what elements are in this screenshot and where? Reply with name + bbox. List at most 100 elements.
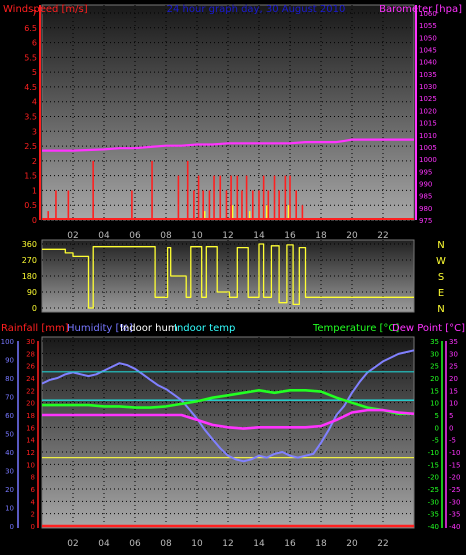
wind-x-tick-label: 18	[315, 231, 327, 241]
barometer-tick-label: 1005	[419, 144, 437, 152]
rain-tick-label: 0	[31, 523, 35, 531]
humidity-tick-label: 20	[5, 486, 14, 494]
direction-tick-label: 270	[22, 256, 37, 265]
weather-x-tick-label: 18	[315, 539, 327, 549]
humidity-tick-label: 100	[1, 338, 14, 346]
rain-tick-label: 30	[26, 338, 35, 346]
temperature-tick-label: -10	[428, 449, 439, 457]
weather-x-tick-label: 16	[284, 539, 296, 549]
temperature-tick-label: -5	[432, 437, 439, 445]
rain-tick-label: 14	[26, 437, 35, 445]
barometer-tick-label: 975	[419, 217, 432, 225]
rain-tick-label: 2	[31, 511, 35, 519]
barometer-tick-label: 1045	[419, 47, 437, 55]
barometer-tick-label: 1055	[419, 22, 437, 30]
weather-panel	[41, 336, 415, 529]
barometer-tick-label: 1040	[419, 59, 437, 67]
dewpoint-tick-label: -10	[449, 449, 460, 457]
rain-tick-label: 16	[26, 424, 35, 432]
barometer-tick-label: 1060	[419, 10, 437, 18]
humidity-tick-label: 30	[5, 468, 14, 476]
barometer-tick-label: 980	[419, 205, 432, 213]
wind-tick-label: 3	[32, 127, 37, 136]
humidity-tick-label: 50	[5, 431, 14, 439]
compass-label: N	[437, 240, 444, 251]
temperature-tick-label: -20	[428, 474, 439, 482]
dewpoint-tick-label: -25	[449, 486, 460, 494]
dewpoint-tick-label: 0	[449, 424, 453, 432]
weather-x-tick-label: 06	[129, 539, 141, 549]
wind-tick-label: 5.5	[24, 53, 37, 62]
barometer-tick-label: 995	[419, 168, 432, 176]
humidity-tick-label: 90	[5, 357, 14, 365]
wind-tick-label: 7	[32, 9, 37, 18]
humidity-tick-label: 80	[5, 375, 14, 383]
temperature-tick-label: -40	[428, 523, 439, 531]
dewpoint-tick-label: -5	[449, 437, 456, 445]
temperature-tick-label: -30	[428, 498, 439, 506]
rain-tick-label: 4	[31, 498, 36, 506]
temperature-tick-label: 30	[430, 350, 439, 358]
rain-tick-label: 28	[26, 350, 35, 358]
temperature-tick-label: 20	[430, 375, 439, 383]
weather-left-label: Indoor hum	[120, 323, 178, 334]
dewpoint-tick-label: 35	[449, 338, 458, 346]
dewpoint-tick-label: -20	[449, 474, 460, 482]
wind-tick-label: 0.5	[24, 201, 37, 210]
wind-x-tick-label: 04	[98, 231, 110, 241]
temperature-tick-label: -25	[428, 486, 439, 494]
wind-tick-label: 4	[32, 98, 37, 107]
rain-tick-label: 12	[26, 449, 35, 457]
temperature-tick-label: 0	[435, 424, 439, 432]
direction-tick-label: 0	[32, 304, 37, 313]
direction-tick-label: 90	[27, 288, 37, 297]
temperature-tick-label: 25	[430, 363, 439, 371]
chart-title: 24 hour graph day, 30 August 2010	[167, 4, 346, 15]
direction-tick-label: 360	[22, 240, 37, 249]
barometer-tick-label: 985	[419, 193, 432, 201]
dewpoint-tick-label: 25	[449, 363, 458, 371]
weather-x-tick-label: 22	[377, 539, 388, 549]
dewpoint-tick-label: -35	[449, 511, 460, 519]
weather-x-tick-label: 08	[160, 539, 172, 549]
wind-tick-label: 2.5	[24, 142, 37, 151]
temperature-tick-label: 10	[430, 400, 439, 408]
dewpoint-tick-label: 10	[449, 400, 458, 408]
dewpoint-tick-label: 15	[449, 387, 458, 395]
weather-left-label: Rainfall [mm]	[1, 323, 69, 334]
dewpoint-tick-label: -30	[449, 498, 460, 506]
dewpoint-tick-label: -40	[449, 523, 460, 531]
rain-tick-label: 6	[31, 486, 36, 494]
barometer-tick-label: 990	[419, 180, 432, 188]
rain-tick-label: 24	[26, 375, 35, 383]
wind-tick-label: 4.5	[24, 83, 37, 92]
wind-x-tick-label: 06	[129, 231, 141, 241]
rain-tick-label: 20	[26, 400, 35, 408]
weather-x-tick-label: 12	[222, 539, 233, 549]
temperature-tick-label: -35	[428, 511, 439, 519]
humidity-tick-label: 40	[5, 449, 14, 457]
weather-x-tick-label: 14	[253, 539, 265, 549]
temperature-tick-label: 35	[430, 338, 439, 346]
wind-tick-label: 2	[32, 157, 37, 166]
windspeed-axis-label: Windspeed [m/s]	[3, 4, 88, 15]
rain-tick-label: 18	[26, 412, 35, 420]
wind-x-tick-label: 08	[160, 231, 172, 241]
temperature-tick-label: 15	[430, 387, 439, 395]
wind-direction-line	[42, 243, 414, 309]
rain-tick-label: 8	[31, 474, 35, 482]
direction-tick-label: 180	[22, 272, 37, 281]
wind-tick-label: 1.5	[24, 172, 37, 181]
wind-x-tick-label: 14	[253, 231, 265, 241]
wind-tick-label: 3.5	[24, 113, 37, 122]
compass-label: S	[438, 272, 444, 283]
wind-tick-label: 1	[32, 186, 37, 195]
barometer-tick-label: 1030	[419, 83, 437, 91]
dew-point-line	[42, 408, 415, 430]
dewpoint-tick-label: 5	[449, 412, 453, 420]
wind-tick-label: 0	[32, 216, 37, 225]
barometer-tick-label: 1020	[419, 107, 437, 115]
weather-x-tick-label: 20	[346, 539, 358, 549]
wind-x-tick-label: 20	[346, 231, 358, 241]
barometer-tick-label: 1050	[419, 34, 437, 42]
